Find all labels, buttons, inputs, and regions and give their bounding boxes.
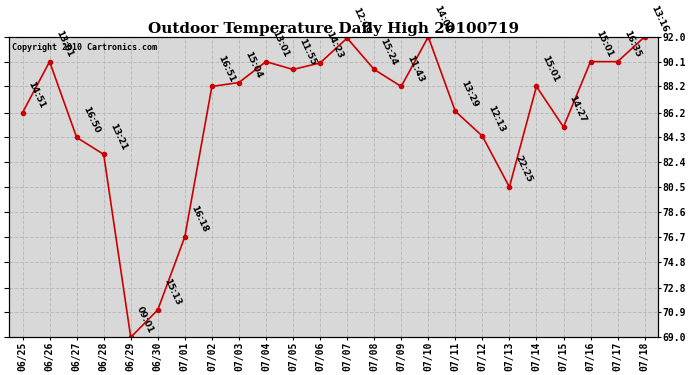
Text: 16:18: 16:18	[189, 204, 209, 234]
Text: 15:24: 15:24	[378, 37, 399, 67]
Text: 11:43: 11:43	[406, 54, 426, 84]
Text: Copyright 2010 Cartronics.com: Copyright 2010 Cartronics.com	[12, 43, 157, 52]
Text: 14:23: 14:23	[324, 30, 344, 60]
Text: 14:27: 14:27	[568, 94, 588, 124]
Text: 13:01: 13:01	[54, 29, 74, 59]
Text: 16:35: 16:35	[622, 29, 642, 59]
Text: 13:29: 13:29	[460, 79, 480, 108]
Text: 15:01: 15:01	[541, 54, 561, 84]
Text: 16:51: 16:51	[216, 54, 236, 84]
Text: 11:55: 11:55	[297, 37, 317, 67]
Text: 14:09: 14:09	[433, 4, 453, 34]
Text: 15:13: 15:13	[162, 278, 182, 307]
Text: 15:04: 15:04	[243, 50, 264, 80]
Text: 13:16: 13:16	[649, 4, 669, 34]
Title: Outdoor Temperature Daily High 20100719: Outdoor Temperature Daily High 20100719	[148, 22, 519, 36]
Text: 09:01: 09:01	[135, 305, 155, 334]
Text: 13:21: 13:21	[108, 122, 128, 152]
Text: 12:09: 12:09	[351, 6, 371, 35]
Text: 13:01: 13:01	[270, 29, 290, 59]
Text: 16:50: 16:50	[81, 105, 101, 135]
Text: 14:51: 14:51	[27, 80, 47, 110]
Text: 12:13: 12:13	[486, 104, 506, 134]
Text: 22:25: 22:25	[513, 154, 534, 184]
Text: 15:01: 15:01	[595, 29, 615, 59]
